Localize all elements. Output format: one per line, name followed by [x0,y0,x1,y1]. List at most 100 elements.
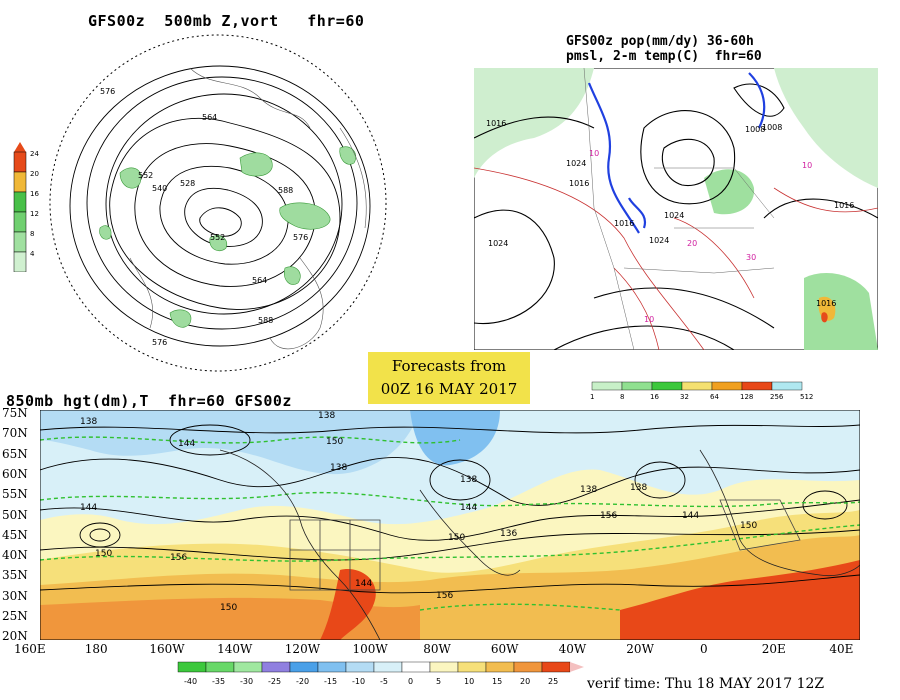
height-contour [40,529,860,561]
colorbar-label: 25 [548,677,558,686]
colorbar-label: 128 [740,393,753,401]
contour-label: 552 [138,171,153,180]
contour-label: 540 [152,184,167,193]
contour-label: 144 [80,503,97,513]
low-center [634,461,686,499]
contour-label: 564 [252,276,267,285]
temp-isotherm [613,267,660,350]
longitude-label: 60W [490,642,519,656]
isobar-label: 1024 [488,239,508,248]
contour-label: 144 [460,503,477,513]
temp-label: 10 [644,315,654,324]
temp-fill-colder [40,410,420,475]
colorbar-swatch [771,381,803,391]
colorbar-label: 512 [800,393,813,401]
colorbar-swatch [401,661,431,673]
precip-map: 1016 1024 1008 1016 1024 1016 1024 1016 1024 1008… [474,68,878,350]
longitude-label: 100W [352,642,388,656]
longitude-label: 20W [626,642,654,656]
longitude-label: 120W [284,642,321,656]
height-contour [159,165,289,265]
low-center [89,528,111,542]
temp-isotherm [673,217,755,299]
contour-label: 150 [220,603,237,613]
contour-label: 150 [326,437,343,447]
latitude-label: 35N [2,568,28,583]
contour-label: 156 [600,511,617,521]
temp-label: 10 [802,161,812,170]
colorbar-label: 12 [30,210,39,218]
contour-label: 150 [740,521,757,531]
vorticity-area [239,152,273,177]
temp-isotherm [474,167,705,350]
height-contour [105,93,343,315]
isobar [474,116,595,139]
isobar [593,287,775,329]
latitude-label: 50N [2,507,28,522]
isobar-label: 1016 [816,299,836,308]
contour-label: 528 [180,179,195,188]
colorbar-swatch [13,251,27,273]
isobar [763,198,878,219]
colorbar-swatch [13,171,27,193]
contour-label: 144 [178,439,195,449]
colorbar-label: 16 [650,393,659,401]
colorbar-swatch [429,661,459,673]
contour-label: 576 [293,233,308,242]
longitude-label: 40W [558,642,587,656]
isobar-label: 1016 [834,201,854,210]
colorbar-label: -10 [352,677,365,686]
colorbar-label: 32 [680,393,689,401]
low-center [802,490,848,520]
longitude-label: 160E [14,642,46,656]
contour-label: 156 [436,591,453,601]
contour-label: 576 [152,338,167,347]
colorbar-label: 5 [436,677,441,686]
height-contour [86,76,358,330]
colorbar-swatch [541,661,571,673]
latitude-label: 55N [2,487,28,502]
state-border [654,167,775,219]
colorbar-swatch [13,231,27,253]
isobar [661,138,715,187]
colorbar-swatch [177,661,207,673]
colorbar-label: 20 [30,170,39,178]
temp-label: 30 [746,253,756,262]
vorticity-area [339,146,357,165]
contour-label: 138 [330,463,347,473]
latitude-label: 40N [2,548,28,563]
colorbar-label: 0 [408,677,413,686]
contour-label: 150 [95,549,112,559]
colorbar-label: -35 [212,677,225,686]
isotherm-dashed [419,603,621,611]
colorbar-label: 10 [464,677,474,686]
longitude-label: 140W [217,642,253,656]
latitude-label: 30N [2,588,28,603]
isotherm-dashed [40,491,860,508]
h850-map: 138 138 144 150 138 144 150 156 150 138 144 156 150 1… [40,410,860,640]
vorticity-area [169,309,192,328]
colorbar-arrow [570,662,584,672]
colorbar-label: 64 [710,393,719,401]
longitude-label: 180 [84,642,108,656]
colorbar-label: -15 [324,677,337,686]
verif-time: verif time: Thu 18 MAY 2017 12Z [587,676,825,692]
contour-label: 138 [80,417,97,427]
state-border [290,520,380,590]
colorbar-label: 256 [770,393,784,401]
polar-map: 576 564 552 540 528 588 576 552 564 576 588 [49,34,387,372]
contour-label: 136 [500,529,517,539]
coastline [419,489,521,576]
colorbar-label: 20 [520,677,530,686]
precip-panel-title-line1: GFS00z pop(mm/dy) 36-60h [566,34,754,49]
contour-label: 588 [278,186,293,195]
colorbar-label: 4 [30,250,35,258]
colorbar-swatch [373,661,403,673]
vorticity-area [119,167,142,189]
low-center [429,459,491,501]
freezing-line [748,72,766,129]
colorbar-label: 1 [590,393,594,401]
colorbar-swatch [345,661,375,673]
height-contour [109,117,341,310]
colorbar-label: 16 [30,190,39,198]
